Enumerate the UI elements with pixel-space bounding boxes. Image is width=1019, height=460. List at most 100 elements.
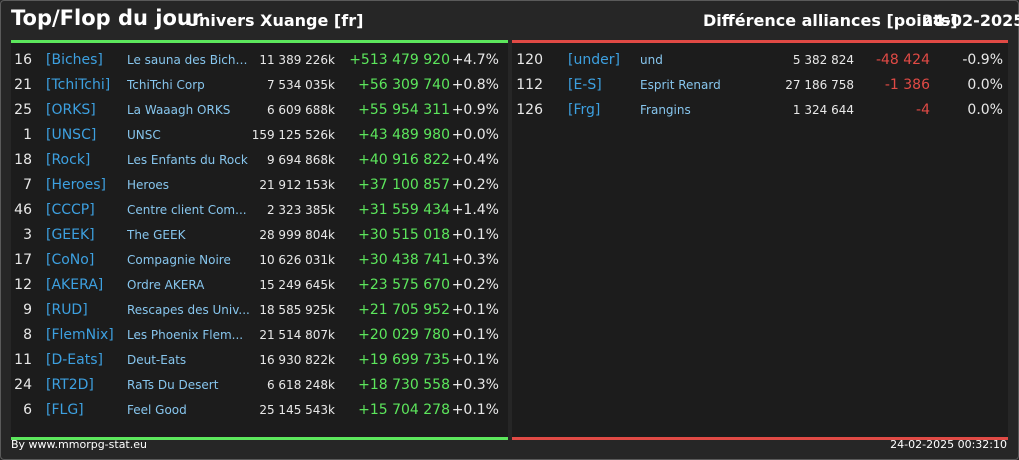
alliance-tag[interactable]: [CCCP] bbox=[46, 202, 95, 218]
alliance-rank: 1 bbox=[23, 127, 32, 143]
alliance-points: 2 323 385k bbox=[266, 203, 335, 217]
alliance-name[interactable]: Frangins bbox=[640, 103, 691, 117]
percent-diff: +0.1% bbox=[451, 227, 499, 243]
alliance-tag[interactable]: [Rock] bbox=[46, 152, 91, 168]
alliance-name[interactable]: Rescapes des Univ... bbox=[127, 303, 250, 317]
alliance-diff-title: Différence alliances [points] bbox=[703, 11, 958, 30]
alliance-tag[interactable]: [UNSC] bbox=[46, 127, 97, 143]
percent-diff: -0.9% bbox=[962, 52, 1003, 68]
alliance-name[interactable]: Les Phoenix Flem... bbox=[127, 328, 244, 342]
points-diff: -4 bbox=[916, 102, 930, 118]
percent-diff: +0.8% bbox=[451, 77, 499, 93]
alliance-row: 24 [RT2D] RaTs Du Desert 6 618 248k +18 730 … bbox=[11, 373, 508, 398]
alliance-row: 6 [FLG] Feel Good 25 145 543k +15 704 278 +0.… bbox=[11, 398, 508, 423]
points-diff: +30 438 741 bbox=[358, 252, 450, 268]
percent-diff: 0.0% bbox=[967, 102, 1003, 118]
alliance-tag[interactable]: [under] bbox=[568, 52, 620, 68]
alliance-points: 27 186 758 bbox=[785, 78, 854, 92]
alliance-points: 7 534 035k bbox=[266, 78, 335, 92]
points-diff: +23 575 670 bbox=[358, 277, 450, 293]
alliance-name[interactable]: Centre client Com... bbox=[127, 203, 247, 217]
percent-diff: +0.1% bbox=[451, 327, 499, 343]
alliance-name[interactable]: TchiTchi Corp bbox=[127, 78, 205, 92]
flop-list: 120 [under] und 5 382 824 -48 424 -0.9% 112 [E-… bbox=[512, 48, 1008, 123]
alliance-rank: 12 bbox=[14, 277, 32, 293]
alliance-tag[interactable]: [Biches] bbox=[46, 52, 103, 68]
alliance-points: 21 912 153k bbox=[259, 178, 335, 192]
alliance-row: 25 [ORKS] La Waaagh ORKS 6 609 688k +55 954 … bbox=[11, 98, 508, 123]
alliance-row: 16 [Biches] Le sauna des Biche... 11 389 22… bbox=[11, 48, 508, 73]
alliance-rank: 112 bbox=[516, 77, 543, 93]
percent-diff: 0.0% bbox=[967, 77, 1003, 93]
alliance-tag[interactable]: [ORKS] bbox=[46, 102, 96, 118]
percent-diff: +0.3% bbox=[451, 377, 499, 393]
alliance-row: 11 [D-Eats] Deut-Eats 16 930 822k +19 699 73… bbox=[11, 348, 508, 373]
header-date: 24-02-2025 bbox=[922, 11, 1019, 30]
percent-diff: +1.4% bbox=[451, 202, 499, 218]
alliance-name[interactable]: Les Enfants du Rock bbox=[127, 153, 248, 167]
alliance-name[interactable]: Ordre AKERA bbox=[127, 278, 205, 292]
percent-diff: +0.9% bbox=[451, 102, 499, 118]
alliance-tag[interactable]: [GEEK] bbox=[46, 227, 95, 243]
alliance-rank: 24 bbox=[14, 377, 32, 393]
alliance-points: 16 930 822k bbox=[259, 353, 335, 367]
alliance-tag[interactable]: [CoNo] bbox=[46, 252, 95, 268]
percent-diff: +0.2% bbox=[451, 277, 499, 293]
alliance-name[interactable]: Le sauna des Biche... bbox=[127, 53, 251, 67]
alliance-rank: 17 bbox=[14, 252, 32, 268]
alliance-name[interactable]: UNSC bbox=[127, 128, 161, 142]
alliance-row: 7 [Heroes] Heroes 21 912 153k +37 100 857 +0.… bbox=[11, 173, 508, 198]
top-panel: 16 [Biches] Le sauna des Biche... 11 389 22… bbox=[11, 40, 508, 440]
alliance-row: 9 [RUD] Rescapes des Univ... 18 585 925k +21… bbox=[11, 298, 508, 323]
percent-diff: +4.7% bbox=[451, 52, 499, 68]
points-diff: +40 916 822 bbox=[358, 152, 450, 168]
points-diff: +513 479 920 bbox=[349, 52, 450, 68]
alliance-tag[interactable]: [FlemNix] bbox=[46, 327, 114, 343]
alliance-name[interactable]: Compagnie Noire bbox=[127, 253, 231, 267]
footer-timestamp: 24-02-2025 00:32:10 bbox=[890, 438, 1007, 451]
page-title: Top/Flop du jour bbox=[11, 6, 203, 30]
alliance-rank: 46 bbox=[14, 202, 32, 218]
alliance-rank: 9 bbox=[23, 302, 32, 318]
alliance-name[interactable]: The GEEK bbox=[127, 228, 186, 242]
alliance-tag[interactable]: [Frg] bbox=[568, 102, 601, 118]
alliance-name[interactable]: Heroes bbox=[127, 178, 170, 192]
alliance-tag[interactable]: [RT2D] bbox=[46, 377, 94, 393]
alliance-name[interactable]: Esprit Renard bbox=[640, 78, 721, 92]
alliance-points: 11 389 226k bbox=[259, 53, 335, 67]
alliance-tag[interactable]: [AKERA] bbox=[46, 277, 104, 293]
alliance-row: 1 [UNSC] UNSC 159 125 526k +43 489 980 +0.0% bbox=[11, 123, 508, 148]
alliance-tag[interactable]: [RUD] bbox=[46, 302, 88, 318]
points-diff: -1 386 bbox=[884, 77, 930, 93]
alliance-points: 159 125 526k bbox=[251, 128, 335, 142]
points-diff: +31 559 434 bbox=[358, 202, 450, 218]
alliance-name[interactable]: Feel Good bbox=[127, 403, 187, 417]
alliance-points: 28 999 804k bbox=[259, 228, 335, 242]
alliance-tag[interactable]: [TchiTchi] bbox=[46, 77, 111, 93]
alliance-rank: 11 bbox=[14, 352, 32, 368]
alliance-tag[interactable]: [Heroes] bbox=[46, 177, 106, 193]
alliance-name[interactable]: La Waaagh ORKS bbox=[127, 103, 231, 117]
alliance-points: 10 626 031k bbox=[259, 253, 335, 267]
points-diff: +21 705 952 bbox=[358, 302, 450, 318]
alliance-points: 9 694 868k bbox=[266, 153, 335, 167]
alliance-tag[interactable]: [E-S] bbox=[568, 77, 602, 93]
alliance-row: 17 [CoNo] Compagnie Noire 10 626 031k +30 43… bbox=[11, 248, 508, 273]
alliance-name[interactable]: und bbox=[640, 53, 663, 67]
alliance-rank: 3 bbox=[23, 227, 32, 243]
alliance-tag[interactable]: [D-Eats] bbox=[46, 352, 103, 368]
points-diff: +15 704 278 bbox=[358, 402, 450, 418]
alliance-row: 120 [under] und 5 382 824 -48 424 -0.9% bbox=[512, 48, 1008, 73]
alliance-rank: 120 bbox=[516, 52, 543, 68]
alliance-row: 3 [GEEK] The GEEK 28 999 804k +30 515 018 +0.… bbox=[11, 223, 508, 248]
alliance-tag[interactable]: [FLG] bbox=[46, 402, 84, 418]
alliance-rank: 7 bbox=[23, 177, 32, 193]
points-diff: +30 515 018 bbox=[358, 227, 450, 243]
alliance-row: 126 [Frg] Frangins 1 324 644 -4 0.0% bbox=[512, 98, 1008, 123]
percent-diff: +0.0% bbox=[451, 127, 499, 143]
alliance-name[interactable]: RaTs Du Desert bbox=[127, 378, 219, 392]
points-diff: -48 424 bbox=[875, 52, 930, 68]
points-diff: +20 029 780 bbox=[358, 327, 450, 343]
alliance-name[interactable]: Deut-Eats bbox=[127, 353, 187, 367]
percent-diff: +0.1% bbox=[451, 402, 499, 418]
